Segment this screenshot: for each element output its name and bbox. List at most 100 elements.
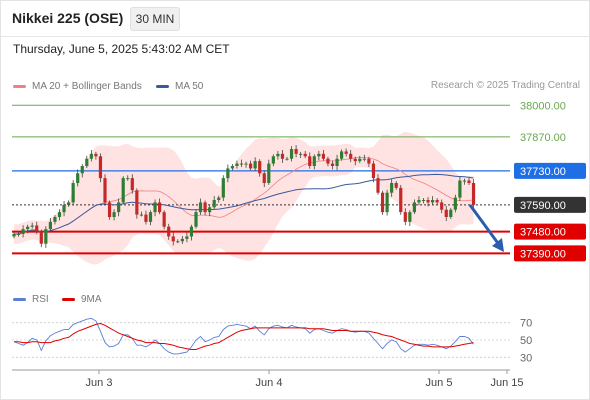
candle-body	[289, 149, 294, 159]
candle-body	[244, 163, 248, 165]
level-tag-5	[514, 245, 586, 262]
candle-body	[403, 212, 407, 222]
candle-body	[71, 183, 75, 203]
candle-body	[335, 158, 339, 166]
ma50-legend-label: MA 50	[175, 81, 204, 92]
rsi-legend-swatch	[13, 298, 26, 301]
candle-body	[203, 202, 207, 213]
level-label-0: 38000.00	[520, 100, 566, 112]
candle-body	[39, 231, 43, 244]
candle-body	[299, 153, 303, 155]
rsi-tick-0: 70	[520, 318, 532, 330]
candle-body	[217, 197, 221, 200]
candle-body	[385, 192, 389, 213]
rsi-tick-2: 30	[520, 352, 532, 364]
candle-body	[76, 173, 80, 183]
candle-body	[176, 241, 180, 243]
x-label-3: Jun 15	[490, 377, 523, 389]
candle-body	[130, 178, 134, 191]
level-label-3: 37590.00	[520, 200, 566, 212]
candle-body	[431, 200, 435, 203]
candle-body	[30, 225, 34, 227]
candle-body	[221, 178, 225, 198]
chart-header: Nikkei 225 (OSE) 30 MIN	[0, 0, 590, 37]
candle-body	[21, 229, 25, 234]
candle-body	[208, 207, 212, 213]
candle-body	[276, 153, 280, 157]
ma20-legend-label: MA 20 + Bollinger Bands	[32, 81, 142, 92]
candle-body	[340, 151, 344, 159]
ma50-legend-swatch	[156, 85, 169, 88]
candle-body	[44, 229, 48, 244]
candle-body	[390, 183, 394, 193]
candle-body	[35, 225, 39, 232]
candle-body	[358, 158, 362, 162]
candle-body	[158, 202, 162, 213]
candle-body	[440, 202, 444, 210]
candle-body	[230, 166, 234, 169]
candle-body	[417, 200, 421, 203]
candle-body	[89, 153, 93, 159]
candle-body	[53, 217, 57, 222]
candle-body	[48, 221, 52, 230]
candle-body	[144, 214, 148, 222]
rsi-ma-legend-label: 9MA	[81, 294, 102, 305]
rsi-ma-legend-swatch	[62, 298, 75, 301]
candle-body	[180, 238, 184, 242]
candle-body	[258, 161, 262, 174]
candle-body	[426, 200, 430, 203]
candle-body	[198, 202, 203, 213]
candle-body	[271, 156, 275, 164]
instrument-title: Nikkei 225 (OSE)	[12, 10, 124, 26]
candle-body	[239, 163, 244, 165]
candle-body	[189, 226, 194, 237]
timeframe-button[interactable]: 30 MIN	[130, 7, 180, 31]
candle-body	[285, 158, 289, 160]
candle-body	[171, 236, 175, 242]
candle-body	[249, 163, 253, 169]
candle-body	[103, 178, 107, 203]
candle-body	[185, 236, 189, 239]
candle-body	[67, 202, 71, 205]
candle-body	[371, 163, 376, 179]
candle-body	[317, 153, 321, 157]
candle-body	[458, 180, 462, 198]
candle-body	[453, 197, 457, 210]
rsi-line	[13, 317, 474, 355]
candle-body	[376, 178, 380, 193]
candle-body	[117, 202, 121, 213]
rsi-tick-1: 50	[520, 335, 532, 347]
ma50-line	[14, 173, 474, 235]
candle-body	[280, 153, 285, 159]
candle-body	[107, 202, 112, 217]
candle-body	[444, 209, 448, 217]
candle-body	[139, 214, 143, 216]
candle-body	[26, 226, 30, 230]
candle-body	[12, 234, 16, 237]
candle-body	[449, 209, 453, 217]
datetime-label: Thursday, June 5, 2025 5:43:02 AM CET	[13, 42, 230, 56]
rsi-ma-line	[14, 322, 474, 350]
candle-body	[303, 153, 307, 157]
candle-body	[98, 156, 103, 179]
candle-body	[253, 161, 257, 169]
candle-body	[362, 158, 366, 160]
candle-body	[226, 168, 230, 179]
candle-body	[467, 180, 471, 183]
level-tag-2	[514, 162, 586, 179]
candle-body	[126, 178, 130, 180]
candle-body	[367, 158, 371, 164]
candle-body	[162, 212, 166, 227]
x-label-1: Jun 4	[256, 377, 283, 389]
candle-body	[330, 163, 335, 166]
level-tag-4	[514, 223, 586, 240]
candle-body	[94, 153, 98, 157]
candle-body	[421, 200, 426, 201]
candle-body	[353, 158, 357, 162]
candle-body	[135, 190, 139, 215]
x-label-2: Jun 5	[426, 377, 453, 389]
candle-body	[462, 180, 467, 182]
candle-body	[308, 156, 312, 166]
candle-body	[212, 200, 216, 208]
